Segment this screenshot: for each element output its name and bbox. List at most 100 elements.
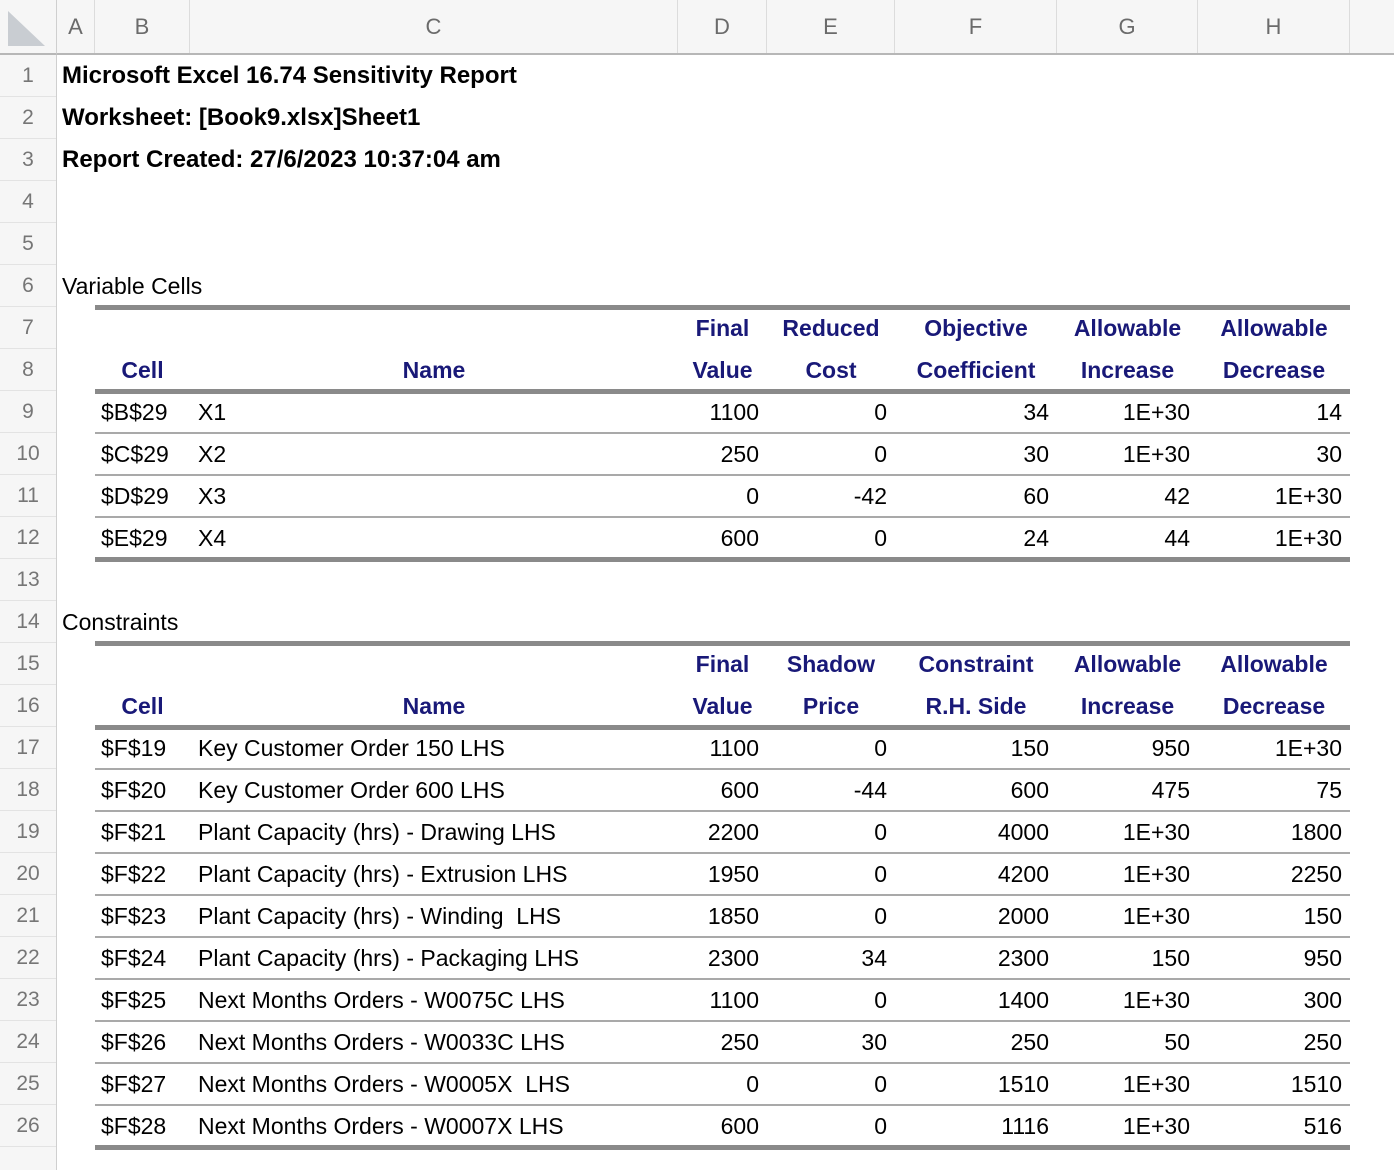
cell-ref[interactable]: $F$23 [101, 903, 167, 929]
shadow-price[interactable]: -44 [853, 777, 887, 803]
column-header-f[interactable]: F [895, 0, 1057, 53]
header-increase[interactable]: Increase [1080, 357, 1175, 383]
cell-name[interactable]: X1 [198, 399, 227, 425]
header-allowable-2[interactable]: Allowable [1220, 315, 1328, 341]
report-title[interactable]: Microsoft Excel 16.74 Sensitivity Report [62, 62, 517, 89]
row-header-13[interactable]: 13 [0, 559, 56, 601]
variable-cells-section-label[interactable]: Variable Cells [62, 273, 203, 299]
allowable-increase[interactable]: 150 [1151, 945, 1190, 971]
cell-name[interactable]: Next Months Orders - W0007X LHS [198, 1113, 564, 1139]
allowable-increase[interactable]: 1E+30 [1122, 819, 1190, 845]
row-header-4[interactable]: 4 [0, 181, 56, 223]
final-value[interactable]: 2200 [707, 819, 759, 845]
row-header-8[interactable]: 8 [0, 349, 56, 391]
cell-name[interactable]: Next Months Orders - W0075C LHS [198, 987, 565, 1013]
final-value[interactable]: 1950 [707, 861, 759, 887]
constraint-rhs[interactable]: 1510 [997, 1071, 1049, 1097]
allowable-increase[interactable]: 1E+30 [1122, 861, 1190, 887]
row-header-9[interactable]: 9 [0, 391, 56, 433]
constraint-rhs[interactable]: 150 [1010, 735, 1049, 761]
shadow-price[interactable]: 30 [861, 1029, 887, 1055]
allowable-decrease[interactable]: 300 [1303, 987, 1342, 1013]
constraint-rhs[interactable]: 1116 [1001, 1113, 1049, 1139]
allowable-increase[interactable]: 1E+30 [1122, 903, 1190, 929]
report-created[interactable]: Report Created: 27/6/2023 10:37:04 am [62, 146, 501, 173]
header-objective[interactable]: Objective [924, 315, 1028, 341]
shadow-price[interactable]: 0 [874, 903, 887, 929]
cell-name[interactable]: Plant Capacity (hrs) - Packaging LHS [198, 945, 579, 971]
row-header-12[interactable]: 12 [0, 517, 56, 559]
cell-name[interactable]: Next Months Orders - W0033C LHS [198, 1029, 565, 1055]
allowable-decrease[interactable]: 250 [1303, 1029, 1342, 1055]
header-rhs[interactable]: R.H. Side [925, 693, 1027, 719]
header-shadow[interactable]: Shadow [786, 651, 876, 677]
column-header-a[interactable]: A [57, 0, 95, 53]
final-value[interactable]: 250 [720, 441, 759, 467]
cell-ref[interactable]: $C$29 [101, 441, 169, 467]
final-value[interactable]: 0 [746, 1071, 759, 1097]
shadow-price[interactable]: 0 [874, 819, 887, 845]
row-header-22[interactable]: 22 [0, 937, 56, 979]
header-cell[interactable]: Cell [121, 357, 164, 383]
allowable-increase[interactable]: 1E+30 [1122, 399, 1190, 425]
row-header-24[interactable]: 24 [0, 1021, 56, 1063]
allowable-decrease[interactable]: 1510 [1290, 1071, 1342, 1097]
allowable-decrease[interactable]: 30 [1316, 441, 1342, 467]
cell-ref[interactable]: $F$25 [101, 987, 167, 1013]
row-header-7[interactable]: 7 [0, 307, 56, 349]
header-allowable-1[interactable]: Allowable [1073, 651, 1182, 677]
row-header-23[interactable]: 23 [0, 979, 56, 1021]
header-coefficient[interactable]: Coefficient [916, 357, 1036, 383]
reduced-cost[interactable]: 0 [874, 441, 887, 467]
allowable-decrease[interactable]: 1E+30 [1274, 483, 1342, 509]
allowable-decrease[interactable]: 1E+30 [1274, 735, 1342, 761]
header-decrease[interactable]: Decrease [1222, 357, 1326, 383]
final-value[interactable]: 1100 [709, 735, 759, 761]
cell-ref[interactable]: $D$29 [101, 483, 169, 509]
allowable-decrease[interactable]: 2250 [1290, 861, 1342, 887]
allowable-decrease[interactable]: 150 [1303, 903, 1342, 929]
reduced-cost[interactable]: 0 [874, 525, 887, 551]
constraint-rhs[interactable]: 1400 [997, 987, 1049, 1013]
select-all-button[interactable] [0, 0, 57, 55]
row-header-25[interactable]: 25 [0, 1063, 56, 1105]
shadow-price[interactable]: 0 [874, 1113, 887, 1139]
final-value[interactable]: 1100 [709, 987, 759, 1013]
header-cell[interactable]: Cell [121, 693, 164, 719]
allowable-increase[interactable]: 1E+30 [1122, 1071, 1190, 1097]
cell-ref[interactable]: $F$27 [101, 1071, 167, 1097]
constraints-section-label[interactable]: Constraints [62, 609, 179, 635]
row-header-2[interactable]: 2 [0, 97, 56, 139]
allowable-increase[interactable]: 1E+30 [1122, 1113, 1190, 1139]
row-header-6[interactable]: 6 [0, 265, 56, 307]
header-constraint[interactable]: Constraint [918, 651, 1034, 677]
allowable-decrease[interactable]: 14 [1316, 399, 1342, 425]
header-final[interactable]: Final [695, 315, 750, 341]
allowable-decrease[interactable]: 1E+30 [1274, 525, 1342, 551]
allowable-increase[interactable]: 1E+30 [1122, 441, 1190, 467]
cell-name[interactable]: Plant Capacity (hrs) - Extrusion LHS [198, 861, 568, 887]
constraint-rhs[interactable]: 600 [1010, 777, 1049, 803]
cell-name[interactable]: X3 [198, 483, 227, 509]
allowable-increase[interactable]: 50 [1164, 1029, 1190, 1055]
row-header-21[interactable]: 21 [0, 895, 56, 937]
shadow-price[interactable]: 0 [874, 987, 887, 1013]
row-header-18[interactable]: 18 [0, 769, 56, 811]
cell-ref[interactable]: $F$21 [101, 819, 167, 845]
header-decrease[interactable]: Decrease [1222, 693, 1326, 719]
constraint-rhs[interactable]: 250 [1010, 1029, 1049, 1055]
reduced-cost[interactable]: -42 [853, 483, 887, 509]
allowable-increase[interactable]: 475 [1151, 777, 1190, 803]
constraint-rhs[interactable]: 4000 [997, 819, 1049, 845]
row-header-11[interactable]: 11 [0, 475, 56, 517]
row-header-10[interactable]: 10 [0, 433, 56, 475]
final-value[interactable]: 600 [720, 1113, 759, 1139]
allowable-decrease[interactable]: 75 [1316, 777, 1342, 803]
header-value[interactable]: Value [692, 693, 753, 719]
shadow-price[interactable]: 0 [874, 1071, 887, 1097]
cell-ref[interactable]: $B$29 [101, 399, 168, 425]
column-header-h[interactable]: H [1198, 0, 1350, 53]
header-name[interactable]: Name [402, 357, 466, 383]
cell-name[interactable]: X4 [198, 525, 227, 551]
constraint-rhs[interactable]: 2000 [997, 903, 1049, 929]
